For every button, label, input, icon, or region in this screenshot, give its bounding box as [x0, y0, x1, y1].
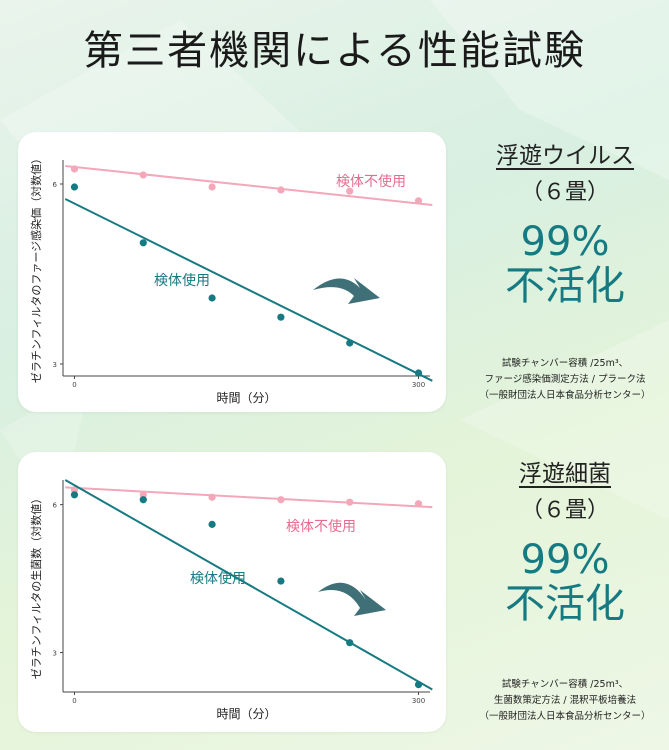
percent-value: 99% — [520, 219, 610, 265]
data-point — [139, 171, 147, 179]
room-size: （６畳） — [520, 180, 609, 205]
data-point — [70, 491, 79, 499]
series-label: 検体不使用 — [286, 518, 356, 535]
data-point — [139, 239, 147, 247]
trend-line — [65, 165, 433, 206]
data-point — [414, 369, 423, 377]
chart-card-bacteria: 3 6 0 300 時間（分） ゼラチンフィルタの生菌数（対数値） 検体不使用検体使用 — [18, 452, 446, 732]
data-point — [208, 294, 216, 302]
x-tick-label: 0 — [72, 697, 76, 705]
page-title: 第三者機関による性能試験 — [83, 28, 586, 74]
trend-line — [65, 486, 433, 509]
data-point — [208, 520, 216, 528]
result-label: 不活化 — [505, 581, 625, 627]
y-tick-label: 3 — [53, 361, 57, 369]
data-point — [414, 197, 423, 205]
data-point — [414, 681, 423, 689]
x-tick-label: 300 — [412, 381, 425, 389]
result-label: 不活化 — [505, 263, 625, 309]
category-title: 浮遊細菌 — [519, 461, 611, 487]
data-point — [346, 339, 354, 347]
x-axis-label: 時間（分） — [216, 391, 276, 405]
data-point — [139, 496, 147, 504]
data-point — [208, 183, 216, 191]
data-point — [414, 500, 423, 508]
note-line: （一般財団法人日本食品分析センター） — [479, 390, 651, 401]
trend-line — [64, 479, 433, 691]
series-label: 検体使用 — [190, 570, 246, 587]
y-axis-label: ゼラチンフィルタのファージ感染価（対数値） — [29, 153, 43, 383]
data-point — [346, 639, 354, 647]
x-tick-label: 0 — [72, 381, 76, 389]
test-notes-virus: 試験チャンバー容積 /25m³、 ファージ感染価測定方法 / プラーク法 （一般… — [455, 356, 669, 404]
note-line: ファージ感染価測定方法 / プラーク法 — [484, 374, 646, 385]
data-point — [70, 183, 79, 191]
y-tick-label: 6 — [53, 181, 58, 189]
x-axis-label: 時間（分） — [216, 707, 276, 721]
data-point — [277, 577, 285, 585]
series-label: 検体不使用 — [336, 173, 406, 190]
y-tick-label: 3 — [53, 650, 57, 658]
test-notes-bacteria: 試験チャンバー容積 /25m³、 生菌数策定方法 / 混釈平板培養法 （一般財団… — [455, 677, 669, 725]
data-point — [70, 486, 79, 494]
trend-arrow-icon — [313, 278, 380, 304]
y-axis-label: ゼラチンフィルタの生菌数（対数値） — [29, 493, 43, 679]
trend-arrow-icon — [318, 582, 386, 616]
data-point — [208, 493, 216, 501]
result-bacteria: 浮遊細菌 （６畳） 99% 不活化 — [470, 454, 660, 626]
data-point — [277, 186, 285, 194]
category-title: 浮遊ウイルス — [496, 143, 634, 169]
trend-line — [64, 198, 433, 382]
room-size: （６畳） — [520, 498, 609, 523]
percent-value: 99% — [520, 537, 610, 583]
data-point — [277, 313, 285, 321]
series-label: 検体使用 — [154, 272, 210, 289]
data-point — [70, 165, 79, 173]
note-line: 生菌数策定方法 / 混釈平板培養法 — [493, 695, 637, 706]
note-line: （一般財団法人日本食品分析センター） — [479, 711, 651, 722]
y-tick-label: 6 — [53, 502, 58, 510]
data-point — [346, 187, 354, 195]
note-line: 試験チャンバー容積 /25m³、 — [501, 358, 629, 369]
note-line: 試験チャンバー容積 /25m³、 — [501, 679, 629, 690]
data-point — [346, 498, 354, 506]
chart-card-virus: 3 6 0 300 時間（分） ゼラチンフィルタのファージ感染価（対数値） 検体不使用検体使… — [18, 132, 446, 412]
data-point — [277, 496, 285, 504]
virus-chart: 3 6 0 300 時間（分） ゼラチンフィルタのファージ感染価（対数値） 検体不使用検体使… — [29, 153, 433, 405]
data-point — [139, 491, 147, 499]
x-tick-label: 300 — [412, 697, 425, 705]
result-virus: 浮遊ウイルス （６畳） 99% 不活化 — [470, 136, 660, 308]
